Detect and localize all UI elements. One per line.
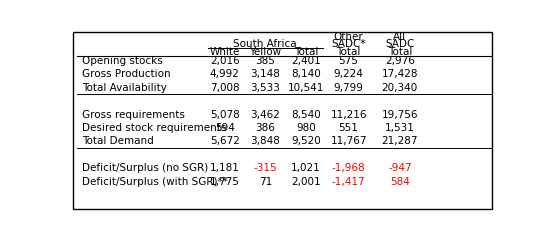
Text: -1,968: -1,968	[332, 163, 365, 173]
Text: 9,224: 9,224	[334, 69, 364, 79]
Text: -1,417: -1,417	[332, 177, 365, 187]
Text: Total: Total	[337, 47, 361, 57]
Text: SADC: SADC	[385, 39, 414, 49]
Text: 21,287: 21,287	[382, 136, 418, 147]
Text: 575: 575	[339, 56, 359, 66]
Text: 3,148: 3,148	[250, 69, 280, 79]
Text: White: White	[209, 47, 240, 57]
Text: 8,540: 8,540	[291, 110, 321, 120]
Text: Deficit/Surplus (with SGR)**: Deficit/Surplus (with SGR)**	[82, 177, 228, 187]
Text: 19,756: 19,756	[382, 110, 418, 120]
Text: 584: 584	[390, 177, 410, 187]
Text: Yellow: Yellow	[249, 47, 282, 57]
Text: 11,767: 11,767	[331, 136, 367, 147]
Text: 2,401: 2,401	[291, 56, 321, 66]
Text: Gross requirements: Gross requirements	[82, 110, 185, 120]
Text: 9,799: 9,799	[334, 83, 364, 93]
Text: Total Availability: Total Availability	[82, 83, 166, 93]
Text: Gross Production: Gross Production	[82, 69, 170, 79]
Text: Desired stock requirements: Desired stock requirements	[82, 123, 226, 133]
Text: 71: 71	[258, 177, 272, 187]
Text: 3,848: 3,848	[250, 136, 280, 147]
Text: SADC*: SADC*	[331, 39, 366, 49]
Text: 3,533: 3,533	[250, 83, 280, 93]
Text: 5,078: 5,078	[210, 110, 240, 120]
Text: 980: 980	[296, 123, 316, 133]
Text: 551: 551	[339, 123, 359, 133]
Text: Total: Total	[294, 47, 318, 57]
Text: Deficit/Surplus (no SGR): Deficit/Surplus (no SGR)	[82, 163, 208, 173]
Text: South Africa: South Africa	[234, 39, 297, 49]
Text: All: All	[393, 32, 407, 42]
Text: -315: -315	[253, 163, 277, 173]
Text: Other: Other	[334, 32, 364, 42]
Text: 1,021: 1,021	[291, 163, 321, 173]
Text: 17,428: 17,428	[382, 69, 418, 79]
Text: 1,531: 1,531	[385, 123, 415, 133]
Text: 1,775: 1,775	[210, 177, 240, 187]
Text: 3,462: 3,462	[250, 110, 280, 120]
Text: 2,001: 2,001	[291, 177, 321, 187]
Text: Total Demand: Total Demand	[82, 136, 153, 147]
Text: 1,181: 1,181	[210, 163, 240, 173]
Text: 20,340: 20,340	[382, 83, 418, 93]
Text: Total: Total	[388, 47, 412, 57]
Text: 9,520: 9,520	[291, 136, 321, 147]
Text: 11,216: 11,216	[331, 110, 367, 120]
Text: 10,541: 10,541	[288, 83, 324, 93]
Text: 2,976: 2,976	[385, 56, 415, 66]
Text: 594: 594	[215, 123, 235, 133]
Text: 7,008: 7,008	[210, 83, 240, 93]
Text: 2,016: 2,016	[210, 56, 240, 66]
Text: 386: 386	[255, 123, 276, 133]
Text: 385: 385	[255, 56, 276, 66]
Text: 8,140: 8,140	[291, 69, 321, 79]
Text: Opening stocks: Opening stocks	[82, 56, 163, 66]
Text: 5,672: 5,672	[210, 136, 240, 147]
Text: -947: -947	[388, 163, 412, 173]
Text: 4,992: 4,992	[210, 69, 240, 79]
